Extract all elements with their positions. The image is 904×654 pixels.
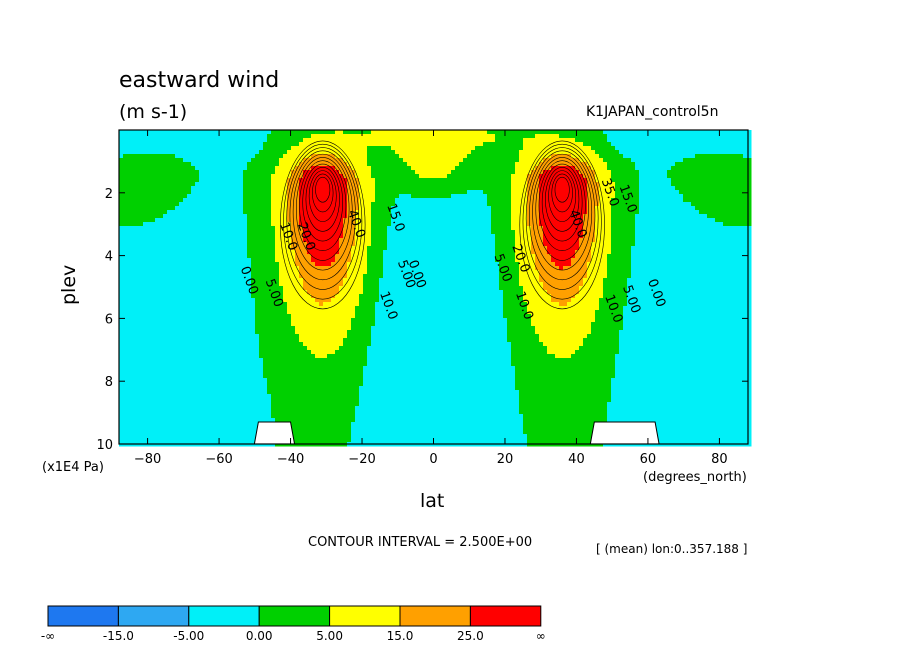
contour-line (286, 147, 360, 290)
contour-line (289, 150, 356, 281)
x-tick-label: −20 (348, 452, 375, 467)
contour-line (551, 173, 573, 213)
x-tick-label: 0 (429, 452, 437, 467)
colorbar-label: -5.00 (173, 629, 204, 643)
contour-line (283, 143, 363, 300)
colorbar-swatch (258, 605, 331, 627)
colorbar-label: ∞ (536, 629, 546, 643)
contour-interval: CONTOUR INTERVAL = 2.500E+00 (308, 535, 533, 550)
topography-block (589, 421, 660, 445)
filled-field (119, 130, 752, 447)
contour-line (315, 176, 331, 203)
contour-line (538, 160, 586, 252)
topography-block (253, 421, 296, 445)
contour-line (305, 167, 340, 232)
contour-lines (280, 140, 605, 310)
x-tick-label: 20 (497, 452, 514, 467)
contour-line (299, 160, 347, 252)
y-tick-label: 8 (105, 375, 113, 390)
x-tick-label: 80 (711, 452, 728, 467)
y-tick-label: 4 (105, 250, 113, 265)
contour-line (529, 150, 596, 281)
mean-note: [ (mean) lon:0..357.188 ] (596, 542, 748, 556)
y-tick-label: 6 (105, 312, 113, 327)
colorbar-swatch (188, 605, 260, 627)
colorbar-label: -∞ (41, 629, 55, 643)
colorbar-swatch (329, 605, 401, 627)
contour-line (308, 170, 337, 222)
colorbar-swatch (469, 605, 542, 627)
y-axis-units: (x1E4 Pa) (42, 460, 104, 475)
x-axis-label: lat (420, 490, 445, 512)
y-axis: 2 4 6 8 10 (96, 187, 748, 453)
colorbar-swatch (117, 605, 190, 627)
contour-line (302, 163, 344, 242)
colorbar-swatch (399, 605, 471, 627)
x-tick-label: −40 (277, 452, 304, 467)
colorbar-label: -15.0 (103, 629, 134, 643)
contour-line (545, 167, 580, 232)
colorbar-label: 15.0 (387, 629, 414, 643)
colorbar-swatch (47, 605, 119, 627)
contour-line (525, 147, 599, 290)
chart-title: eastward wind (119, 68, 280, 93)
x-tick-label: 40 (568, 452, 585, 467)
contour-line (535, 157, 589, 261)
y-tick-label: 10 (96, 438, 113, 453)
contour-line (522, 143, 602, 300)
contour-line (541, 163, 583, 242)
contour-line (554, 176, 570, 203)
x-tick-label: −60 (205, 452, 232, 467)
contour-line (548, 170, 577, 222)
x-tick-label: −80 (134, 452, 161, 467)
colorbar-label: 0.00 (246, 629, 273, 643)
contour-line (292, 153, 353, 271)
contour-line (280, 140, 366, 310)
contour-line (312, 173, 334, 213)
contour-line (532, 153, 593, 271)
contour-line (519, 140, 605, 310)
colorbar-label: 25.0 (457, 629, 484, 643)
x-tick-label: 60 (640, 452, 657, 467)
colorbar: -∞ -15.0 -5.00 0.00 5.00 15.0 25.0 ∞ (41, 605, 546, 643)
y-tick-label: 2 (105, 187, 113, 202)
dataset-name: K1JAPAN_control5n (586, 104, 719, 120)
chart-units: (m s-1) (119, 101, 188, 123)
contour-line (296, 157, 350, 261)
colorbar-label: 5.00 (316, 629, 343, 643)
x-axis-units: (degrees_north) (643, 470, 747, 485)
x-axis: −80 −60 −40 −20 0 20 40 60 80 (134, 130, 728, 467)
